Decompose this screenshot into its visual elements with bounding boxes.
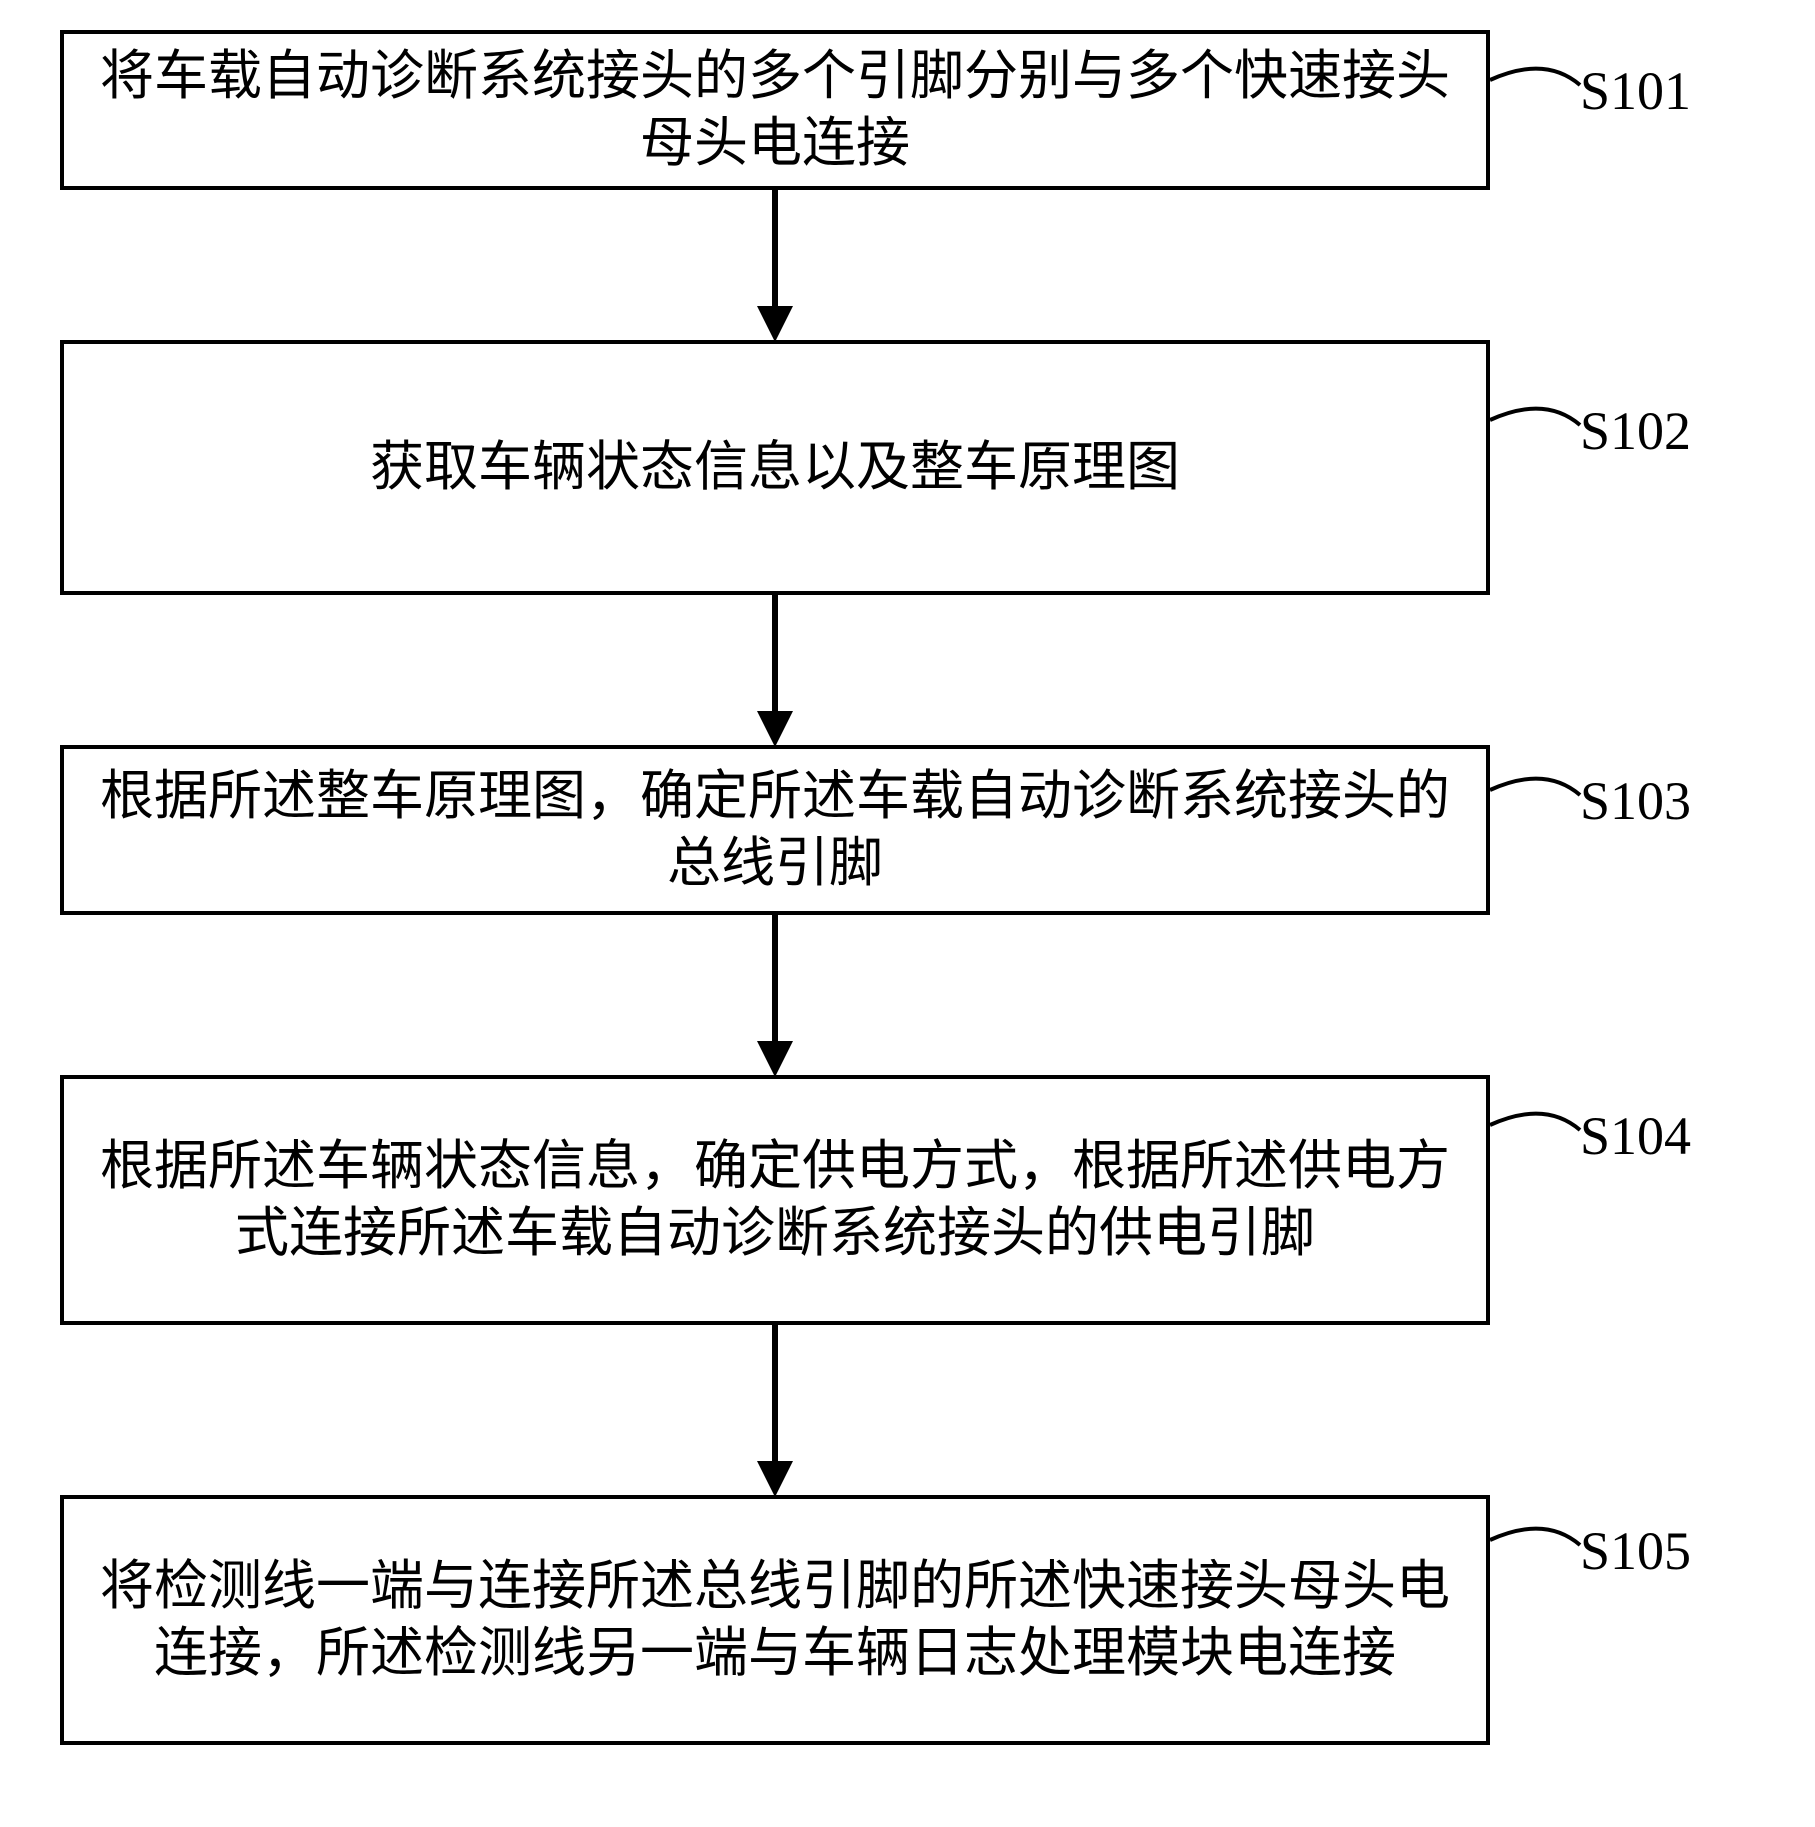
arrow-s101-s102 xyxy=(0,0,1815,1827)
flowchart-canvas: 将车载自动诊断系统接头的多个引脚分别与多个快速接头母头电连接 S101 获取车辆… xyxy=(0,0,1815,1827)
